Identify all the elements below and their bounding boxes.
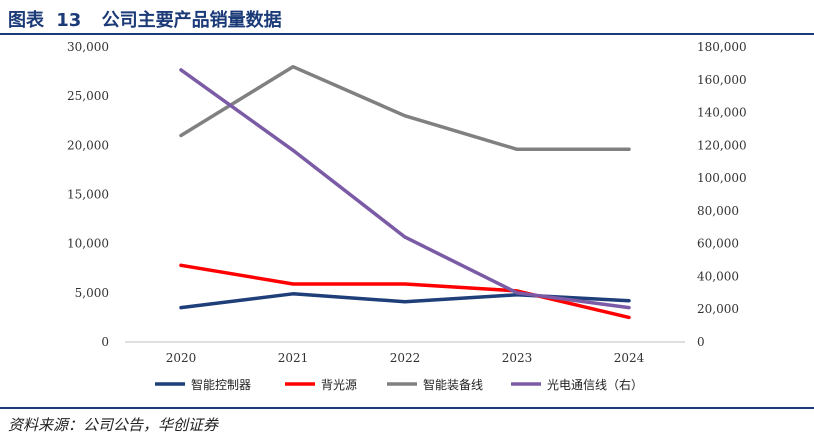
source-note: 资料来源：公司公告，华创证券 [8,416,219,434]
x-tick-label: 2024 [614,351,645,365]
figure-title: 图表 13 公司主要产品销量数据 [8,6,282,32]
x-tick-label: 2022 [390,351,421,365]
y-right-tick-label: 160,000 [697,73,747,87]
y-left-tick-label: 5,000 [75,286,109,300]
y-left-tick-label: 20,000 [67,138,109,152]
y-left-tick-label: 15,000 [67,188,109,202]
legend-label: 智能控制器 [191,377,251,392]
series-line [179,263,631,320]
y-right-tick-label: 60,000 [697,237,739,251]
y-right-tick-label: 140,000 [697,106,747,120]
chart-area: 0 5,000 10,000 15,000 20,000 25,000 30,000 0 20,… [0,35,814,405]
source-divider [0,407,814,409]
title-divider [0,33,814,35]
figure-label: 图表 [8,10,44,31]
figure-title-text: 公司主要产品销量数据 [101,10,282,31]
y-right-tick-label: 100,000 [697,171,747,185]
line-chart: 0 5,000 10,000 15,000 20,000 25,000 30,000 0 20,… [67,40,747,392]
x-tick-label: 2021 [278,351,309,365]
x-tick-label: 2023 [502,351,533,365]
legend-label: 光电通信线（右） [547,377,643,392]
y-right-tick-label: 120,000 [697,138,747,152]
y-right-tick-label: 80,000 [697,204,739,218]
y-left-tick-label: 30,000 [67,40,109,54]
legend-label: 背光源 [321,378,357,392]
y-right-tick-label: 0 [697,335,705,349]
x-tick-label: 2020 [166,351,197,365]
series-line [179,68,631,310]
y-left-tick-label: 10,000 [67,237,109,251]
figure-header: 图表 13 公司主要产品销量数据 [0,0,814,35]
series-line [179,64,631,152]
legend-label: 智能装备线 [423,377,483,392]
y-left-tick-label: 25,000 [67,89,109,103]
y-right-tick-label: 20,000 [697,302,739,316]
y-right-tick-label: 40,000 [697,269,739,283]
figure-number: 13 [56,10,82,31]
y-left-tick-label: 0 [101,335,109,349]
y-right-tick-label: 180,000 [697,40,747,54]
